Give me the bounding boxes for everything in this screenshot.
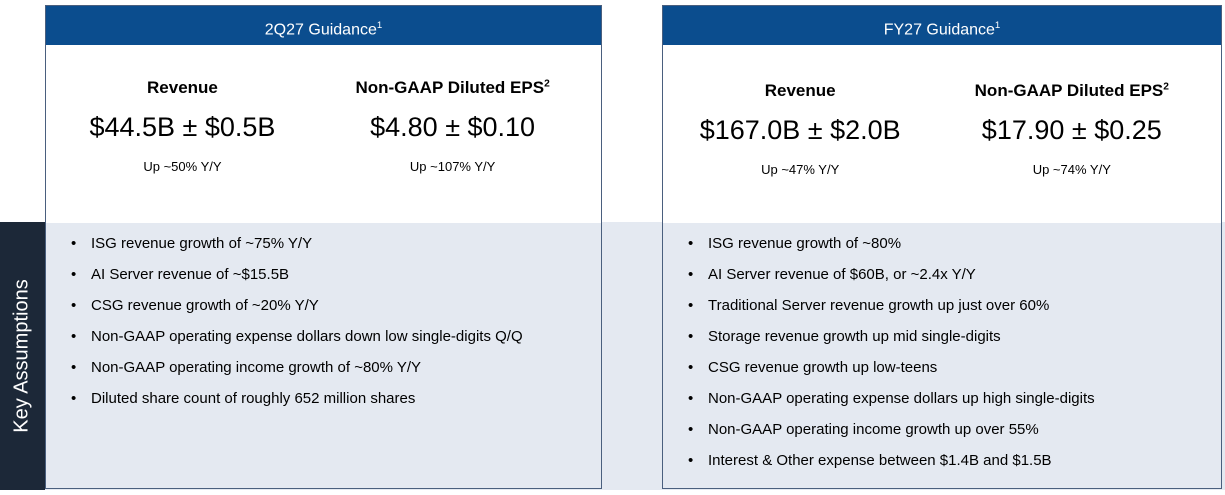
bullet-item: CSG revenue growth up low-teens xyxy=(663,359,1221,390)
metric: Revenue $167.0B ± $2.0B Up ~47% Y/Y xyxy=(665,81,935,177)
metric-label-text: Revenue xyxy=(147,78,218,97)
metric-label: Non-GAAP Diluted EPS2 xyxy=(318,78,588,98)
metrics: Revenue $44.5B ± $0.5B Up ~50% Y/Y Non-GAAP… xyxy=(46,45,601,224)
bullet-item: Non-GAAP operating income growth of ~80%… xyxy=(46,359,601,390)
panel-header: 2Q27 Guidance1 xyxy=(46,6,601,45)
panel-header: FY27 Guidance1 xyxy=(663,6,1221,45)
bullet-item: Storage revenue growth up mid single-dig… xyxy=(663,328,1221,359)
bullet-item: Interest & Other expense between $1.4B a… xyxy=(663,452,1221,483)
metric: Non-GAAP Diluted EPS2 $17.90 ± $0.25 Up ~7… xyxy=(937,81,1207,177)
footnote-mark: 1 xyxy=(994,20,1001,31)
bullet-item: ISG revenue growth of ~80% xyxy=(663,235,1221,266)
metric: Revenue $44.5B ± $0.5B Up ~50% Y/Y xyxy=(47,78,317,174)
side-label-bar: Key Assumptions xyxy=(0,222,45,490)
bullet-item: Diluted share count of roughly 652 milli… xyxy=(46,390,601,421)
bullet-item: Traditional Server revenue growth up jus… xyxy=(663,297,1221,328)
panel-title: FY27 Guidance xyxy=(883,21,995,39)
footnote-mark: 2 xyxy=(544,78,550,90)
footnote-mark: 2 xyxy=(1163,81,1169,93)
side-label: Key Assumptions xyxy=(10,279,33,433)
metric-label-text: Non-GAAP Diluted EPS xyxy=(355,78,545,97)
bullet-list: ISG revenue growth of ~80%AI Server reve… xyxy=(663,235,1221,483)
bullet-list: ISG revenue growth of ~75% Y/YAI Server … xyxy=(46,235,601,421)
metric-value: $167.0B ± $2.0B xyxy=(699,115,901,145)
assumptions: ISG revenue growth of ~75% Y/YAI Server … xyxy=(46,223,601,488)
footnote-mark: 1 xyxy=(376,20,383,31)
metric-change: Up ~107% Y/Y xyxy=(409,159,496,174)
panel-title: 2Q27 Guidance xyxy=(264,21,377,39)
bullet-item: Non-GAAP operating expense dollars up hi… xyxy=(663,390,1221,421)
guidance-panel: FY27 Guidance1 Revenue $167.0B ± $2.0B Up ~… xyxy=(662,5,1222,489)
bullet-item: ISG revenue growth of ~75% Y/Y xyxy=(46,235,601,266)
metric-change: Up ~74% Y/Y xyxy=(1032,162,1111,177)
metric-label: Revenue xyxy=(665,81,935,101)
guidance-panel: 2Q27 Guidance1 Revenue $44.5B ± $0.5B Up ~5… xyxy=(45,5,602,489)
metric-change: Up ~50% Y/Y xyxy=(143,159,222,174)
bullet-item: AI Server revenue of ~$15.5B xyxy=(46,266,601,297)
bullet-item: Non-GAAP operating expense dollars down … xyxy=(46,328,601,359)
assumptions: ISG revenue growth of ~80%AI Server reve… xyxy=(663,223,1221,488)
metric-value: $17.90 ± $0.25 xyxy=(981,115,1162,145)
metric-change: Up ~47% Y/Y xyxy=(761,162,840,177)
bullet-item: Non-GAAP operating income growth up over… xyxy=(663,421,1221,452)
metric-value: $4.80 ± $0.10 xyxy=(370,112,536,142)
metrics: Revenue $167.0B ± $2.0B Up ~47% Y/Y Non-GAA… xyxy=(663,45,1221,224)
metric-label: Non-GAAP Diluted EPS2 xyxy=(937,81,1207,101)
metric-label-text: Non-GAAP Diluted EPS xyxy=(974,81,1164,100)
metric-value: $44.5B ± $0.5B xyxy=(89,112,276,142)
bullet-item: AI Server revenue of $60B, or ~2.4x Y/Y xyxy=(663,266,1221,297)
metric: Non-GAAP Diluted EPS2 $4.80 ± $0.10 Up ~10… xyxy=(318,78,588,174)
metric-label-text: Revenue xyxy=(764,81,836,100)
bullet-item: CSG revenue growth of ~20% Y/Y xyxy=(46,297,601,328)
metric-label: Revenue xyxy=(47,78,317,98)
